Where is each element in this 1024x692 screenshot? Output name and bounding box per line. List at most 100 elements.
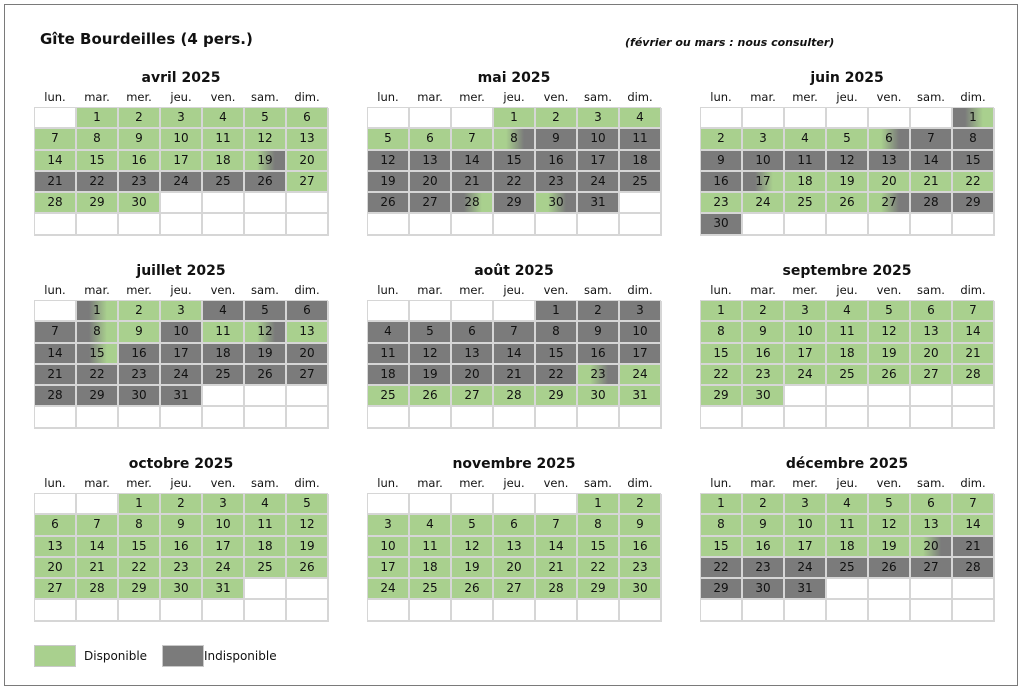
day-cell: 19: [245, 343, 287, 365]
empty-cell: [953, 407, 995, 429]
legend-available-swatch: [34, 645, 76, 667]
day-cell: 8: [494, 129, 536, 151]
weekday-label: mar.: [417, 90, 443, 104]
empty-cell: [620, 600, 662, 622]
day-cell: 16: [119, 150, 161, 172]
day-cell: 1: [77, 108, 119, 130]
empty-cell: [287, 600, 329, 622]
day-cell: 12: [287, 515, 329, 537]
day-cell: 13: [452, 343, 494, 365]
empty-cell: [827, 214, 869, 236]
month-september: septembre 2025 lun. mar. mer. jeu. ven. sam. d…: [700, 260, 995, 429]
day-cell: 20: [911, 536, 953, 558]
weekday-label: sam.: [584, 90, 612, 104]
day-cell: 19: [452, 557, 494, 580]
month-november: novembre 2025 lun. mar. mer. jeu. ven. sam. di…: [367, 453, 662, 622]
empty-cell: [494, 600, 536, 622]
day-cell: 21: [77, 557, 119, 580]
empty-cell: [77, 407, 119, 429]
day-cell: 19: [869, 536, 911, 558]
day-cell: 8: [953, 129, 995, 151]
weekday-label: dim.: [960, 90, 986, 104]
empty-cell: [410, 600, 452, 622]
empty-cell: [578, 600, 620, 622]
day-cell: 19: [827, 171, 869, 194]
day-cell: 28: [953, 557, 995, 580]
day-cell: 24: [161, 364, 203, 387]
day-cell: 29: [701, 579, 743, 601]
day-cell: 9: [620, 515, 662, 537]
day-cell: 3: [578, 108, 620, 130]
empty-cell: [785, 386, 827, 408]
day-cell: 11: [368, 343, 410, 365]
empty-cell: [701, 108, 743, 130]
day-cell: 9: [161, 515, 203, 537]
day-cell: 25: [620, 171, 662, 194]
day-cell: 6: [494, 515, 536, 537]
weekday-header: lun. mar. mer. jeu. ven. sam. dim.: [700, 475, 994, 493]
day-cell: 13: [911, 515, 953, 537]
day-cell: 1: [119, 494, 161, 516]
month-title: octobre 2025: [128, 456, 234, 472]
day-grid: 1 2 3 4 5 6 7 8 9 10 11 12 13 14 15 16 17 18 19 20 21 22 23 24 2…: [34, 493, 329, 622]
day-cell: 10: [785, 515, 827, 537]
day-cell: 6: [911, 494, 953, 516]
day-cell: 29: [701, 386, 743, 408]
day-cell: 19: [287, 536, 329, 558]
day-cell: 16: [161, 536, 203, 558]
empty-cell: [785, 600, 827, 622]
day-cell: 22: [536, 364, 578, 387]
day-cell: 9: [578, 322, 620, 344]
empty-cell: [452, 214, 494, 236]
day-cell: 2: [578, 301, 620, 323]
empty-cell: [536, 600, 578, 622]
day-cell: 18: [827, 536, 869, 558]
day-cell: 15: [77, 150, 119, 172]
day-cell: 1: [701, 301, 743, 323]
day-cell: 6: [911, 301, 953, 323]
empty-cell: [368, 494, 410, 516]
day-cell: 20: [35, 557, 77, 580]
empty-cell: [452, 494, 494, 516]
legend-available-label: Disponible: [84, 649, 148, 663]
day-cell: 14: [953, 515, 995, 537]
day-cell: 25: [245, 557, 287, 580]
day-cell: 18: [785, 171, 827, 194]
weekday-label: mer.: [459, 283, 485, 297]
weekday-label: dim.: [294, 283, 320, 297]
booking-note: (février ou mars : nous consulter): [625, 36, 835, 49]
day-cell: 14: [452, 150, 494, 172]
day-cell: 4: [410, 515, 452, 537]
empty-cell: [536, 214, 578, 236]
day-grid: 1 2 3 4 5 6 7 8 9 10 11 12 13 14 15 16 17 18 19 20 21 22 23 24 2…: [700, 493, 995, 622]
empty-cell: [203, 214, 245, 236]
empty-cell: [77, 494, 119, 516]
day-cell: 15: [701, 343, 743, 365]
empty-cell: [953, 214, 995, 236]
day-cell: 3: [161, 108, 203, 130]
empty-cell: [701, 600, 743, 622]
day-cell: 15: [701, 536, 743, 558]
month-title: septembre 2025: [782, 263, 912, 279]
weekday-header: lun. mar. mer. jeu. ven. sam. dim.: [34, 475, 328, 493]
day-cell: 18: [620, 150, 662, 172]
day-cell: 2: [119, 108, 161, 130]
empty-cell: [245, 386, 287, 408]
empty-cell: [827, 386, 869, 408]
day-cell: 14: [536, 536, 578, 558]
day-cell: 2: [536, 108, 578, 130]
day-cell: 29: [119, 579, 161, 601]
day-cell: 20: [287, 343, 329, 365]
day-cell: 12: [368, 150, 410, 172]
day-cell: 4: [203, 301, 245, 323]
day-cell: 26: [368, 193, 410, 215]
day-cell: 21: [953, 343, 995, 365]
month-title: juin 2025: [810, 70, 884, 86]
day-cell: 8: [77, 129, 119, 151]
day-grid: 1 2 3 4 5 6 7 8 9 10 11 12 13 14 15 16 17 18 19 20 21 22 23 24 2…: [700, 300, 995, 429]
day-cell: 31: [785, 579, 827, 601]
day-cell: 28: [452, 193, 494, 215]
day-cell: 15: [119, 536, 161, 558]
day-cell: 14: [35, 150, 77, 172]
